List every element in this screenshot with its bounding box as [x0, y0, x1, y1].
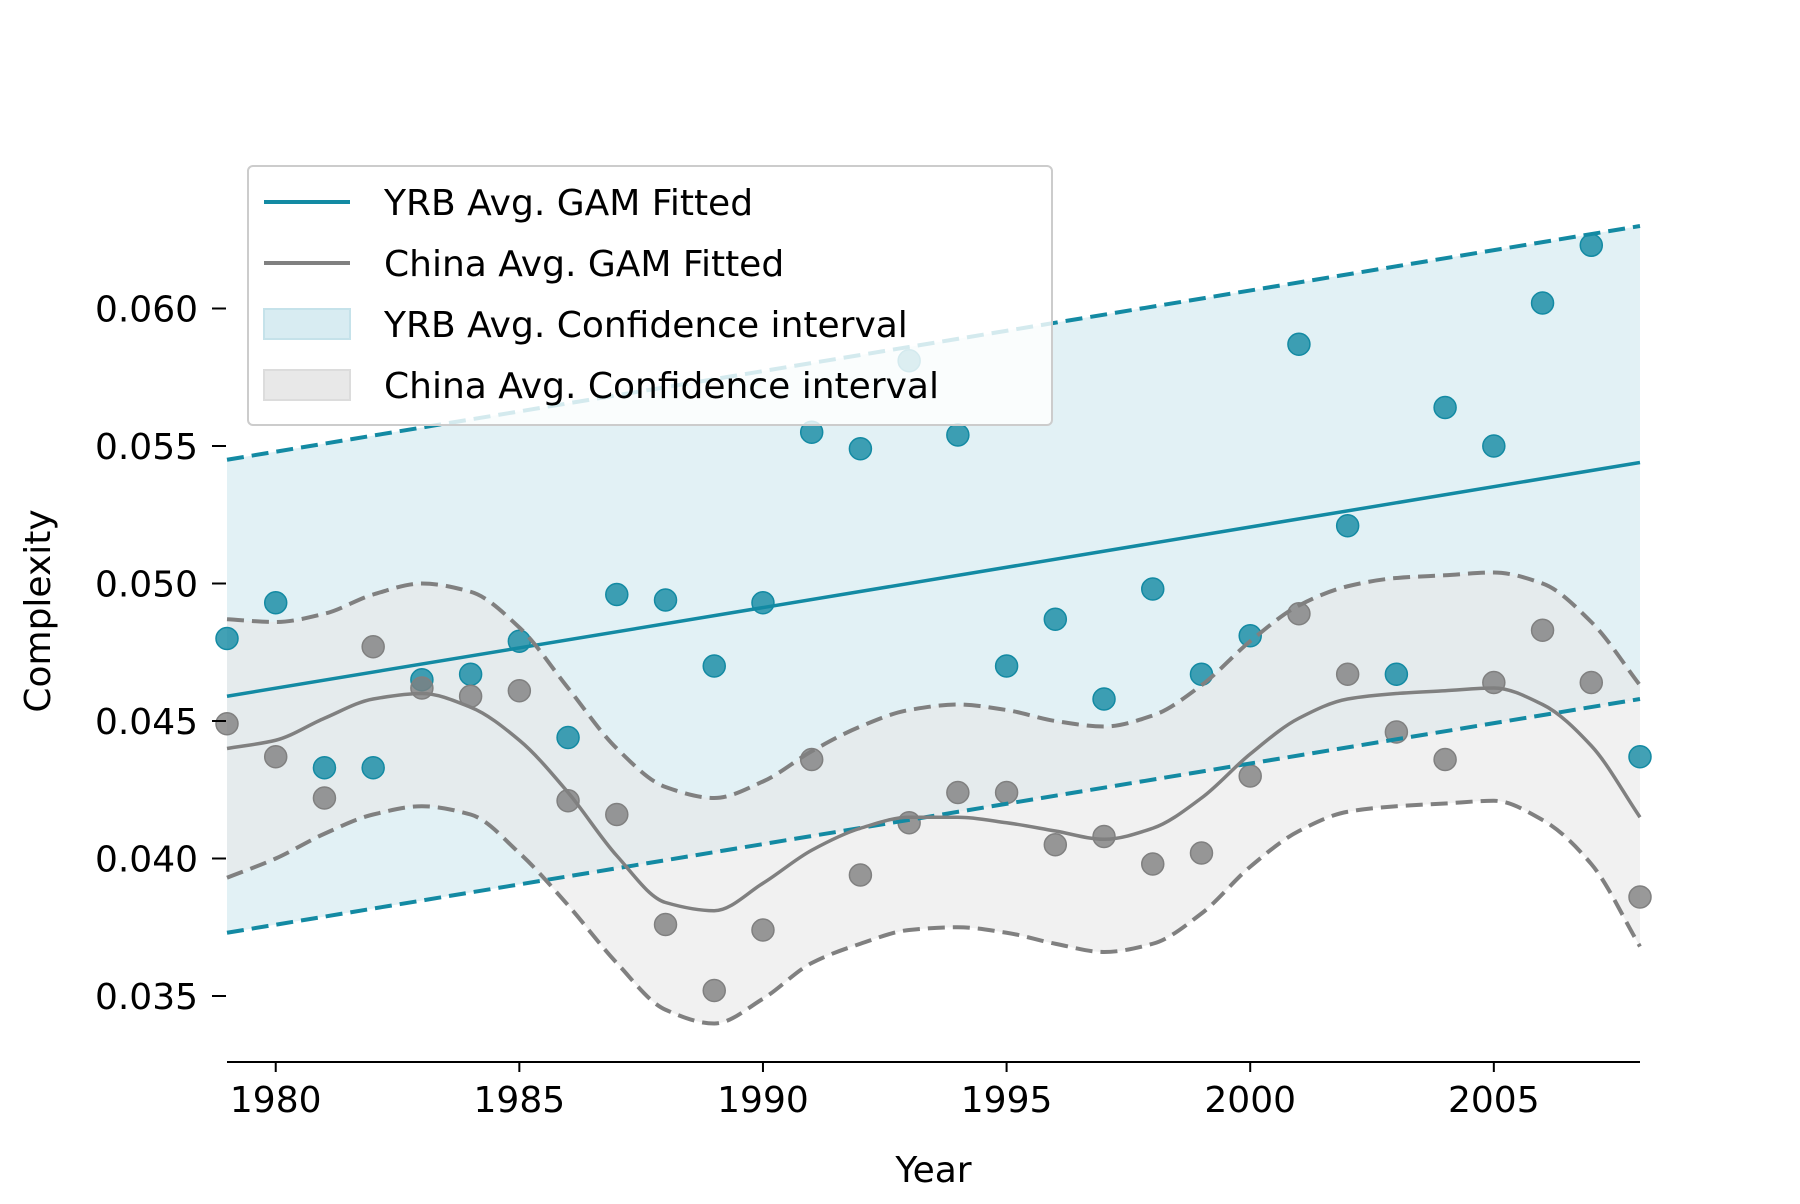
yrb-data-point — [848, 437, 873, 461]
china-data-point — [848, 863, 873, 887]
yrb-data-point — [994, 654, 1019, 678]
china-confidence-band — [227, 572, 1640, 1024]
china-data-point — [653, 912, 678, 937]
china-data-point — [1043, 833, 1068, 857]
china-data-point — [1579, 670, 1604, 695]
x-tick-label: 2000 — [1204, 1080, 1296, 1121]
yrb-data-point — [1579, 233, 1604, 257]
y-tick-label: 0.035 — [95, 977, 198, 1018]
yrb-data-point — [312, 756, 337, 780]
yrb-data-point — [1335, 514, 1360, 538]
china-data-point — [1092, 824, 1116, 849]
yrb-data-point — [556, 725, 580, 750]
y-tick-label: 0.050 — [95, 565, 198, 606]
x-tick-label: 1995 — [961, 1080, 1053, 1121]
yrb-data-point — [1287, 332, 1311, 356]
yrb-data-point — [263, 591, 288, 615]
china-data-point — [751, 918, 775, 942]
y-tick-label: 0.055 — [95, 427, 198, 468]
yrb-data-point — [1628, 745, 1652, 769]
y-tick-label: 0.060 — [95, 290, 198, 331]
yrb-data-point — [1092, 687, 1116, 711]
yrb-data-point — [1189, 662, 1214, 686]
yrb-data-point — [458, 662, 483, 686]
yrb-data-point — [215, 626, 239, 651]
china-data-point — [1238, 764, 1262, 788]
china-data-point — [994, 780, 1019, 805]
yrb-data-point — [1238, 624, 1262, 648]
china-data-point — [507, 679, 532, 703]
legend-label: YRB Avg. GAM Fitted — [383, 183, 753, 224]
china-data-point — [702, 978, 726, 1003]
legend: YRB Avg. GAM Fitted China Avg. GAM Fitted… — [247, 165, 1053, 426]
yrb-data-point — [1530, 291, 1555, 315]
y-axis-title: Complexity — [18, 509, 59, 712]
x-tick-label: 1985 — [474, 1080, 566, 1121]
china-data-point — [1530, 618, 1555, 642]
yrb-data-point — [702, 654, 726, 678]
y-tick-label: 0.040 — [95, 840, 198, 881]
yrb-data-point — [1482, 434, 1506, 458]
china-data-point — [215, 712, 239, 736]
y-tick-label: 0.045 — [95, 702, 198, 743]
china-ci-lower-line — [226, 798, 1642, 1026]
china-ci-upper-line — [226, 570, 1642, 801]
china-data-point — [1433, 747, 1457, 772]
china-data-point — [556, 789, 580, 813]
yrb-data-point — [361, 756, 385, 780]
china-data-point — [1141, 852, 1165, 876]
china-data-point — [1189, 841, 1214, 865]
x-tick-label: 1990 — [717, 1080, 809, 1121]
legend-label: YRB Avg. Confidence interval — [383, 305, 908, 346]
yrb-data-point — [653, 588, 678, 612]
yrb-data-point — [605, 582, 629, 607]
china-gam-fit-line — [226, 686, 1642, 913]
china-data-point — [361, 635, 385, 659]
yrb-gam-fit-line — [226, 460, 1641, 698]
legend-label: China Avg. Confidence interval — [384, 366, 939, 407]
yrb-data-point — [1043, 607, 1068, 631]
x-axis-title: Year — [894, 1150, 971, 1191]
china-data-point — [312, 786, 337, 810]
china-data-point — [946, 780, 970, 805]
china-data-point — [1628, 885, 1652, 909]
china-data-point — [605, 802, 629, 827]
legend-swatch-yrb-band — [263, 308, 351, 340]
yrb-data-point — [1384, 662, 1409, 686]
yrb-data-point — [1433, 395, 1457, 420]
legend-label: China Avg. GAM Fitted — [384, 244, 784, 285]
x-tick-label: 2005 — [1448, 1080, 1540, 1121]
yrb-data-point — [1141, 577, 1165, 601]
china-data-point — [1335, 662, 1360, 686]
x-tick-label: 1980 — [230, 1080, 322, 1121]
axes-layer: 1980 1985 1990 1995 2000 2005 0.035 0.040 0.045 0… — [95, 290, 1640, 1121]
china-data-point — [263, 745, 288, 769]
legend-swatch-china-band — [263, 369, 351, 401]
legend-box — [247, 165, 1053, 426]
yrb-data-point — [946, 423, 970, 447]
